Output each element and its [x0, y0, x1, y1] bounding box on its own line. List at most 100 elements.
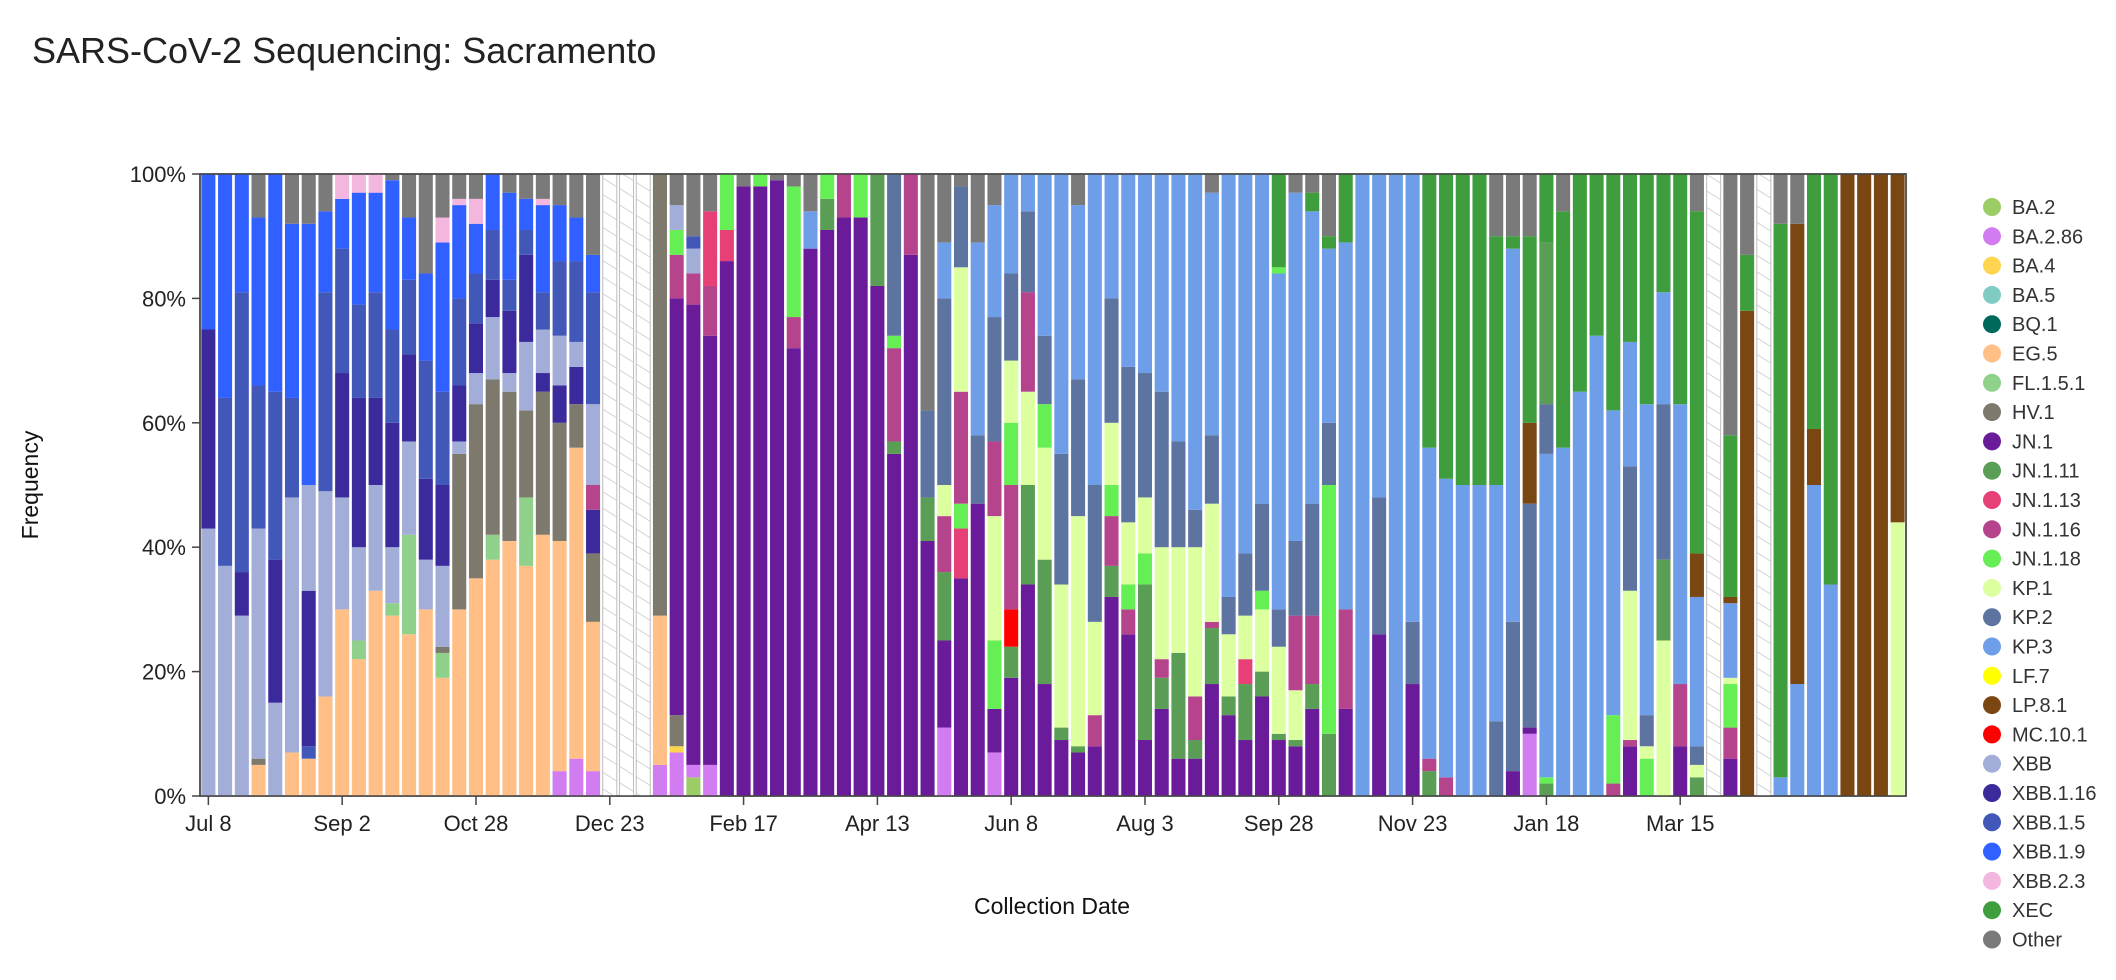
bar-segment-kp-3	[1104, 174, 1119, 299]
bar-segment-jn-1-16	[1104, 516, 1119, 566]
legend-item-xbb-1-16[interactable]: XBB.1.16	[1983, 783, 2097, 805]
legend-item-jn-1-13[interactable]: JN.1.13	[1983, 490, 2081, 512]
bar-segment-xbb-1-16	[552, 385, 567, 423]
legend-item-lp-8-1[interactable]: LP.8.1	[1983, 695, 2067, 717]
legend-swatch	[1983, 227, 2001, 246]
bar-week-89	[1689, 174, 1704, 796]
bar-segment-kp-3	[1305, 211, 1320, 504]
legend-swatch	[1983, 461, 2001, 480]
bar-segment-xec	[1689, 211, 1704, 554]
bar-week-71	[1388, 174, 1403, 796]
legend-item-xec[interactable]: XEC	[1983, 900, 2053, 922]
bar-segment-xbb-1-5	[318, 292, 333, 492]
bar-segment-other	[1689, 174, 1704, 212]
bar-segment-xec	[1556, 211, 1571, 448]
bar-segment-kp-1	[1204, 503, 1219, 622]
bar-week-2	[234, 174, 249, 796]
legend-item-ba-2[interactable]: BA.2	[1983, 197, 2055, 219]
bar-segment-kp-2	[1171, 441, 1186, 548]
bar-segment-kp-2	[1104, 298, 1119, 423]
bar-segment-lp-8-1	[1857, 174, 1872, 796]
legend-item-kp-1[interactable]: KP.1	[1983, 578, 2053, 600]
bar-segment-ba-4	[669, 746, 684, 753]
legend-item-xbb-1-9[interactable]: XBB.1.9	[1983, 842, 2085, 864]
bar-segment-kp-2	[1071, 379, 1086, 517]
bar-segment-kp-2	[1505, 621, 1520, 772]
legend-item-xbb-1-5[interactable]: XBB.1.5	[1983, 812, 2085, 834]
legend-label: BA.4	[2012, 256, 2055, 278]
legend-swatch	[1983, 198, 2001, 216]
legend-item-hv-1[interactable]: HV.1	[1983, 402, 2055, 424]
legend-item-eg-5[interactable]: EG.5	[1983, 344, 2058, 366]
bar-segment-jn-1	[1522, 727, 1537, 734]
bar-week-12	[402, 174, 417, 796]
bar-segment-kp-3	[1355, 174, 1370, 796]
bar-week-26	[635, 173, 651, 797]
bar-segment-eg-5	[552, 540, 567, 772]
bar-segment-jn-1	[736, 186, 751, 796]
bar-segment-kp-3	[1372, 174, 1387, 498]
legend-item-kp-2[interactable]: KP.2	[1983, 607, 2053, 629]
legend-item-jn-1[interactable]: JN.1	[1983, 431, 2053, 453]
bar-segment-jn-1-16	[1623, 740, 1638, 747]
bar-segment-other	[1556, 174, 1571, 212]
bar-segment-xbb-1-5	[335, 248, 350, 374]
legend-item-ba-2-86[interactable]: BA.2.86	[1983, 226, 2083, 248]
bar-week-93	[1756, 173, 1772, 797]
bar-segment-hv-1	[669, 715, 684, 747]
legend-item-ba-5[interactable]: BA.5	[1983, 285, 2055, 307]
bar-segment-kp-3	[1773, 777, 1788, 796]
bar-segment-jn-1	[770, 180, 785, 797]
bar-segment-jn-1-11	[1255, 671, 1270, 697]
legend-item-other[interactable]: Other	[1983, 930, 2062, 952]
bar-segment-kp-3	[1388, 174, 1403, 796]
legend-item-bq-1[interactable]: BQ.1	[1983, 314, 2058, 336]
legend-item-jn-1-11[interactable]: JN.1.11	[1983, 461, 2079, 483]
bar-segment-jn-1-16	[987, 441, 1002, 517]
bar-segment-fl-1-5-1	[402, 534, 417, 635]
bar-week-98	[1840, 174, 1855, 796]
bar-segment-kp-3	[1288, 192, 1303, 541]
legend-item-lf-7[interactable]: LF.7	[1983, 666, 2050, 688]
bar-segment-jn-1	[703, 335, 718, 765]
bar-segment-kp-3	[1188, 174, 1203, 510]
legend-swatch	[1983, 784, 2001, 802]
bar-week-100	[1873, 174, 1888, 796]
bar-segment-kp-2	[1405, 621, 1420, 685]
bar-segment-kp-3	[1087, 174, 1102, 485]
x-tick-label: Mar 15	[1646, 811, 1714, 836]
bar-segment-kp-2	[1221, 596, 1236, 635]
bar-segment-xbb-1-5	[368, 292, 383, 398]
bar-segment-jn-1	[1405, 684, 1420, 796]
bar-week-24	[602, 173, 618, 797]
bar-segment-xbb-1-16	[452, 385, 467, 442]
legend-swatch	[1983, 578, 2001, 597]
bar-segment-xbb-1-5	[686, 236, 701, 249]
bar-segment-kp-1	[1037, 447, 1052, 560]
bar-segment-lp-8-1	[1723, 596, 1738, 604]
bar-week-72	[1405, 174, 1420, 796]
bar-segment-kp-3	[1054, 174, 1069, 454]
bar-segment-xbb-1-9	[569, 217, 584, 262]
legend-item-mc-10-1[interactable]: MC.10.1	[1983, 724, 2088, 746]
bar-segment-other	[1321, 174, 1336, 237]
bar-segment-jn-1-16	[686, 273, 701, 305]
bar-segment-xbb-1-9	[402, 217, 417, 280]
bar-segment-other	[970, 174, 985, 243]
bar-week-65	[1288, 174, 1303, 796]
bar-segment-jn-1-18	[753, 174, 768, 187]
bar-segment-xbb	[485, 317, 500, 380]
legend-item-ba-4[interactable]: BA.4	[1983, 256, 2055, 278]
bar-segment-xec	[1489, 236, 1504, 485]
legend-item-kp-3[interactable]: KP.3	[1983, 637, 2053, 659]
bar-segment-other	[418, 174, 433, 274]
bar-segment-xbb	[586, 404, 601, 485]
bar-week-14	[435, 174, 450, 796]
bar-segment-ba-2-86	[569, 758, 584, 796]
legend-item-xbb-2-3[interactable]: XBB.2.3	[1983, 871, 2085, 893]
legend-item-xbb[interactable]: XBB	[1983, 754, 2052, 776]
legend-item-fl-1-5-1[interactable]: FL.1.5.1	[1983, 373, 2085, 395]
legend-item-jn-1-18[interactable]: JN.1.18	[1983, 549, 2081, 571]
legend-item-jn-1-16[interactable]: JN.1.16	[1983, 519, 2081, 541]
bar-segment-xec	[1271, 174, 1286, 268]
